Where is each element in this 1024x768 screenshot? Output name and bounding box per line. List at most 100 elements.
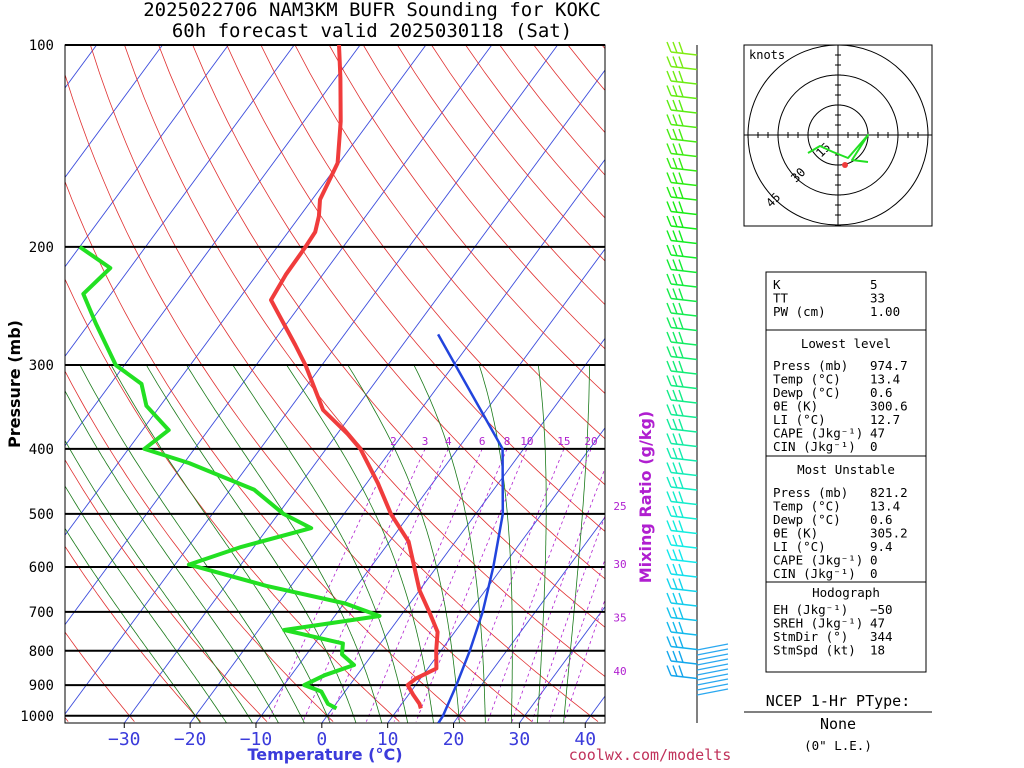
wind-barb — [666, 592, 698, 607]
wind-barb-staff — [670, 500, 698, 506]
isotherm-line — [65, 45, 427, 536]
wind-barb-feather — [666, 114, 672, 125]
mixing-ratio-label: 25 — [613, 500, 626, 513]
wind-barb-feather — [678, 128, 684, 141]
most-unstable-label: CIN (Jkg⁻¹) — [773, 566, 856, 581]
hodograph-index-value: 47 — [870, 616, 885, 631]
most-unstable-value: 305.2 — [870, 526, 908, 541]
wind-barb-staff — [670, 225, 698, 230]
wind-barb — [666, 56, 698, 71]
wind-barb-feather — [666, 85, 672, 96]
wind-barb-staff — [670, 515, 698, 520]
moist-adiabat-line — [478, 364, 513, 723]
lowest-level-label: Dewp (°C) — [773, 385, 841, 400]
index-top-label: K — [773, 277, 781, 292]
wind-barb — [666, 418, 698, 433]
wind-barb-feather — [672, 505, 678, 517]
wind-barb-feather — [672, 273, 678, 285]
isotherm-line — [65, 45, 493, 626]
temperature-profile-line — [269, 45, 440, 709]
wind-barb-feather — [672, 360, 678, 372]
hodograph-index-label: EH (Jkg⁻¹) — [773, 602, 848, 617]
wind-barb-feather — [672, 346, 678, 358]
title-line-1: 2025022706 NAM3KM BUFR Sounding for KOKC — [143, 0, 601, 21]
wind-barb-feather — [672, 433, 678, 445]
wind-barb-staff — [670, 94, 698, 100]
pressure-tick-labels: 100 200 300 400 500 600 700 800 900 1000 — [20, 38, 54, 725]
wind-barb-feather — [666, 491, 672, 502]
wind-barb-staff — [670, 326, 698, 332]
wind-barb — [666, 375, 698, 390]
wind-barb-staff — [670, 355, 698, 361]
wind-barb-feather — [672, 85, 678, 97]
wind-barb-feather — [666, 302, 672, 314]
moist-adiabat-line — [65, 439, 253, 723]
wind-barb-feather — [678, 201, 684, 214]
wind-barb — [666, 99, 698, 114]
wind-barb-staff — [670, 413, 698, 419]
wind-barb-feather — [672, 549, 678, 561]
mixing-ratio-line — [393, 448, 508, 722]
hodograph-units: knots — [749, 48, 785, 62]
wind-barb — [666, 621, 698, 636]
wind-barb-feather — [666, 389, 672, 401]
mixing-ratio-label: 20 — [584, 435, 597, 448]
dry-adiabat-line — [65, 180, 466, 722]
wind-barb-staff — [670, 631, 698, 636]
wind-barb-feather — [672, 302, 678, 314]
wind-barb-feather — [672, 331, 678, 343]
dry-adiabat-line — [90, 45, 599, 722]
mixing-ratio-label: 8 — [504, 435, 511, 448]
wind-barb — [666, 650, 698, 665]
hodograph: knots 15 30 45 — [743, 44, 933, 227]
wind-barb-feather — [672, 607, 678, 619]
wind-barb-feather — [666, 505, 672, 517]
wind-barb-feather — [672, 172, 678, 184]
isotherm-line — [65, 45, 295, 358]
pressure-tick-label: 200 — [29, 240, 54, 256]
wind-barb-feather — [672, 404, 678, 416]
wind-barb-lower — [696, 678, 729, 686]
wind-barb-feather — [678, 99, 684, 112]
wind-barb — [666, 244, 698, 259]
wind-barb-feather — [678, 259, 684, 272]
isotherm-line — [255, 248, 605, 723]
wind-barb-feather — [672, 447, 678, 459]
wind-barb-staff — [670, 457, 698, 462]
mixing-ratio-label: 6 — [479, 435, 486, 448]
ptype-amount: (0" L.E.) — [804, 738, 872, 753]
wind-barb-staff — [670, 51, 698, 56]
wind-barb-feather — [672, 534, 678, 546]
wind-barb-feather — [678, 636, 684, 649]
wind-barb-staff — [670, 558, 698, 564]
wind-barb-lower — [696, 683, 729, 691]
most-unstable-label: CAPE (Jkg⁻¹) — [773, 553, 863, 568]
wind-barb — [666, 491, 698, 506]
wind-barb — [666, 157, 698, 172]
dry-adiabat-line — [192, 45, 605, 580]
wind-barb-feather — [678, 563, 684, 576]
mixing-ratio-line — [548, 558, 605, 722]
wind-barb — [666, 389, 698, 404]
temperature-tick-label: 0 — [316, 729, 327, 750]
wind-barb — [666, 433, 698, 448]
wind-barb-lower — [696, 663, 729, 671]
wind-barb-feather — [672, 99, 678, 111]
most-unstable-label: LI (°C) — [773, 539, 826, 554]
moist-adiabat-line — [286, 364, 434, 723]
mixing-ratio-line — [511, 467, 605, 722]
wind-barb-staff — [670, 268, 698, 274]
dry-adiabat-line — [0, 45, 2, 722]
most-unstable-value: 9.4 — [870, 539, 893, 554]
wind-barb — [666, 172, 698, 187]
lowest-level-value: 300.6 — [870, 399, 908, 414]
wind-barb — [666, 476, 698, 491]
wind-barb-feather — [666, 418, 672, 430]
moist-adiabat-line — [537, 365, 547, 723]
moist-adiabat-line — [65, 485, 227, 723]
wind-barb-feather — [666, 665, 672, 676]
wind-barb-feather — [672, 157, 678, 169]
wind-barb-feather — [666, 331, 672, 343]
wind-barb-staff — [670, 196, 698, 201]
dry-adiabat-line — [362, 45, 605, 350]
